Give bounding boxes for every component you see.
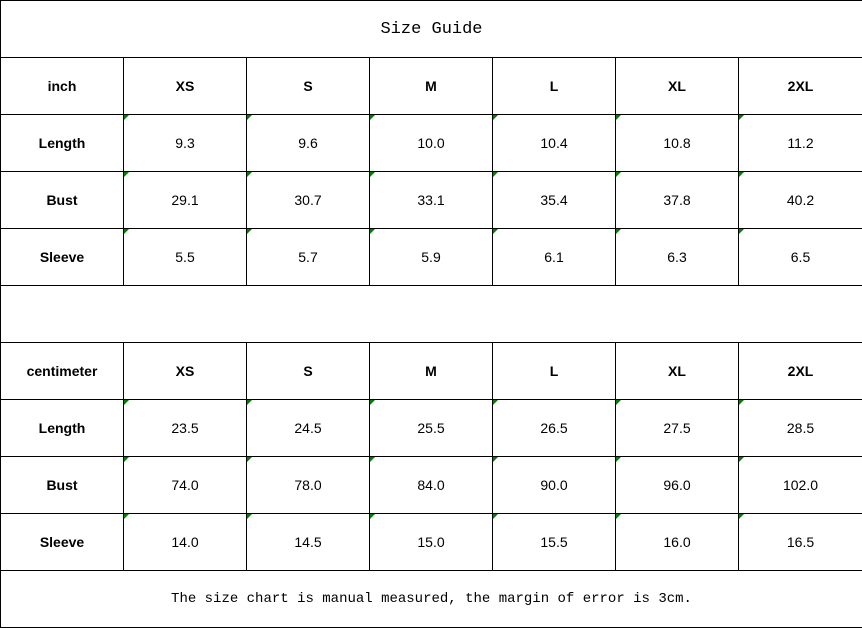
measurement-value: 10.0 [369,114,493,172]
size-header: XL [615,342,739,400]
measurement-value: 102.0 [738,456,862,514]
measurement-value: 16.0 [615,513,739,571]
measurement-label: Bust [0,456,124,514]
size-header: L [492,342,616,400]
size-header: L [492,57,616,115]
size-header: M [369,342,493,400]
measurement-label: Sleeve [0,513,124,571]
measurement-value: 29.1 [123,171,247,229]
measurement-value: 84.0 [369,456,493,514]
table-row: Sleeve 14.0 14.5 15.0 15.5 16.0 16.5 [0,513,862,571]
size-header: 2XL [738,342,862,400]
table-row: Sleeve 5.5 5.7 5.9 6.1 6.3 6.5 [0,228,862,286]
measurement-value: 78.0 [246,456,370,514]
table-row: Bust 74.0 78.0 84.0 90.0 96.0 102.0 [0,456,862,514]
measurement-label: Length [0,114,124,172]
unit-header: centimeter [0,342,124,400]
measurement-value: 23.5 [123,399,247,457]
size-guide-title: Size Guide [0,0,862,58]
size-header: XS [123,342,247,400]
table-row: Bust 29.1 30.7 33.1 35.4 37.8 40.2 [0,171,862,229]
measurement-value: 28.5 [738,399,862,457]
size-header: XS [123,57,247,115]
measurement-value: 5.7 [246,228,370,286]
header-row: centimeter XS S M L XL 2XL [0,342,862,400]
measurement-value: 35.4 [492,171,616,229]
spacer-cell [0,285,862,343]
size-header: M [369,57,493,115]
measurement-label: Bust [0,171,124,229]
measurement-value: 74.0 [123,456,247,514]
measurement-value: 33.1 [369,171,493,229]
measurement-value: 9.6 [246,114,370,172]
measurement-value: 5.9 [369,228,493,286]
measurement-value: 6.5 [738,228,862,286]
measurement-label: Sleeve [0,228,124,286]
size-header: XL [615,57,739,115]
header-row: inch XS S M L XL 2XL [0,57,862,115]
measurement-value: 27.5 [615,399,739,457]
measurement-value: 10.4 [492,114,616,172]
spacer-row [0,285,862,343]
measurement-value: 15.0 [369,513,493,571]
measurement-value: 40.2 [738,171,862,229]
size-header: S [246,57,370,115]
measurement-value: 37.8 [615,171,739,229]
measurement-value: 9.3 [123,114,247,172]
measurement-value: 10.8 [615,114,739,172]
measurement-value: 15.5 [492,513,616,571]
measurement-value: 5.5 [123,228,247,286]
measurement-value: 11.2 [738,114,862,172]
measurement-value: 26.5 [492,399,616,457]
measurement-value: 96.0 [615,456,739,514]
unit-header: inch [0,57,124,115]
measurement-value: 14.0 [123,513,247,571]
measurement-value: 6.1 [492,228,616,286]
title-row: Size Guide [0,0,862,58]
measurement-value: 90.0 [492,456,616,514]
measurement-value: 24.5 [246,399,370,457]
table-row: Length 23.5 24.5 25.5 26.5 27.5 28.5 [0,399,862,457]
measurement-note: The size chart is manual measured, the m… [0,570,862,628]
measurement-value: 25.5 [369,399,493,457]
measurement-value: 30.7 [246,171,370,229]
note-row: The size chart is manual measured, the m… [0,570,862,628]
measurement-value: 14.5 [246,513,370,571]
size-header: S [246,342,370,400]
measurement-value: 6.3 [615,228,739,286]
measurement-label: Length [0,399,124,457]
size-header: 2XL [738,57,862,115]
table-row: Length 9.3 9.6 10.0 10.4 10.8 11.2 [0,114,862,172]
measurement-value: 16.5 [738,513,862,571]
